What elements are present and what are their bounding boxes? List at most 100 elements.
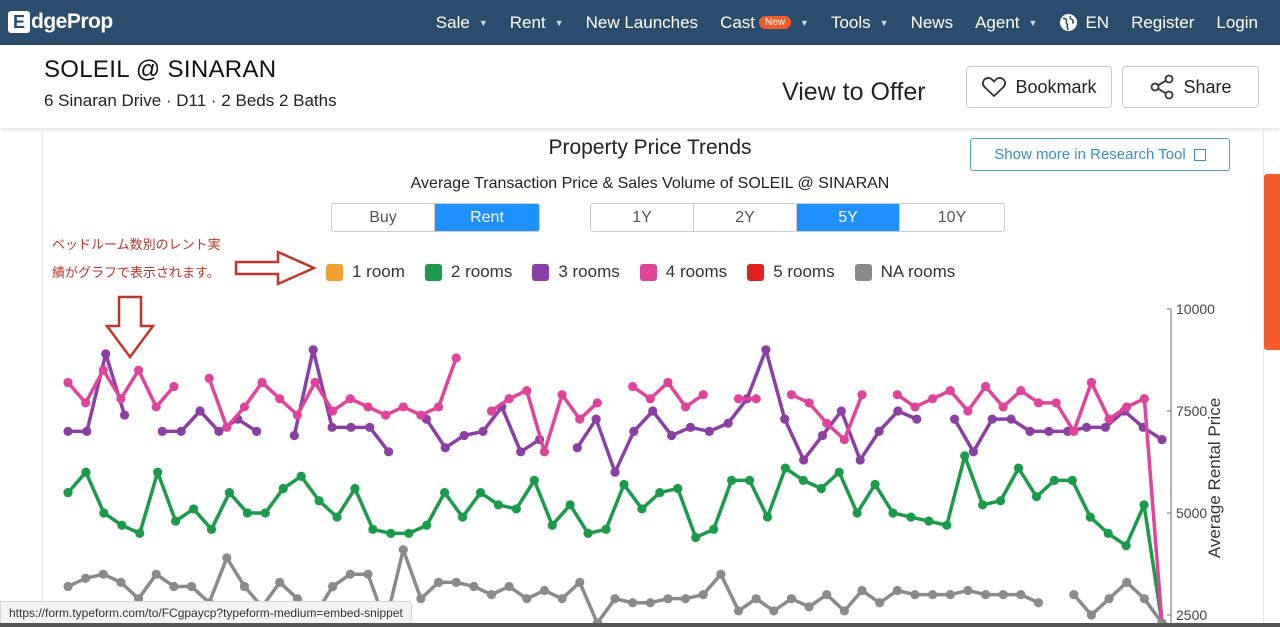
data-point [386,528,396,539]
data-point [1122,402,1132,412]
data-point [733,606,744,616]
data-point [1086,610,1097,620]
login-link[interactable]: Login [1216,12,1258,32]
listing-title: SOLEIL @ SINARAN [44,56,277,83]
data-point [637,504,647,514]
legend-swatch [424,263,442,281]
feedback-side-tab[interactable] [1264,174,1280,350]
data-point [1081,422,1092,432]
language-selector[interactable]: EN [1059,13,1109,33]
data-point [645,394,655,404]
nav-news[interactable]: News [911,13,954,33]
data-point [504,394,514,404]
tab-5y[interactable]: 5Y [797,204,900,231]
tab-10y[interactable]: 10Y [937,208,967,226]
data-point [804,602,814,612]
data-point [610,594,620,604]
data-point [888,508,898,518]
data-point [82,426,92,436]
data-point [963,585,973,596]
share-label: Share [1183,76,1232,97]
external-link-icon [1193,148,1206,161]
data-point [451,577,461,587]
legend-item-4-rooms[interactable]: 4 rooms [639,262,727,282]
tab-rent[interactable]: Rent [435,204,539,231]
data-point [575,414,585,424]
legend-label: NA rooms [880,262,956,281]
data-point [363,402,373,412]
nav-agent[interactable]: Agent ▼ [975,13,1037,33]
data-point [153,467,163,477]
annotation-line-2: 績がグラフで表示されます。 [52,265,220,280]
legend-item-3-rooms[interactable]: 3 rooms [532,262,620,282]
data-point [511,504,521,514]
data-point [98,569,108,579]
legend-item-5-rooms[interactable]: 5 rooms [747,262,835,282]
nav-rent[interactable]: Rent ▼ [510,13,564,33]
data-point [117,520,127,530]
data-point [328,581,338,592]
main-nav: Sale ▼ Rent ▼ New Launches Cast New ▼ Tools ▼… [436,0,1280,45]
data-point [275,577,285,587]
data-point [457,512,468,522]
data-point [257,377,267,388]
legend-label: 2 rooms [450,262,513,281]
heart-icon [982,77,1007,98]
y-tick-label: 10000 [1176,301,1215,317]
data-point [206,524,217,534]
register-link[interactable]: Register [1131,12,1195,32]
data-point [416,410,426,420]
annotation-line-1: ベッドルーム数別のレント実 [52,237,221,252]
tab-buy[interactable]: Buy [332,204,435,231]
data-point [350,483,360,494]
data-point [116,394,126,404]
data-point [171,516,181,526]
research-tool-button[interactable]: Show more in Research Tool [970,138,1230,171]
series-line [896,380,1164,624]
data-point [592,398,602,408]
y-tick-label: 2500 [1176,607,1207,623]
data-point [504,581,514,592]
tab-2y[interactable]: 2Y [694,204,797,231]
data-point [478,426,488,436]
legend-item-na-rooms[interactable]: NA rooms [854,262,956,282]
globe-icon [1060,13,1078,32]
data-point [101,349,111,359]
legend-item-1-room[interactable]: 1 room [326,262,405,282]
data-point [81,467,91,477]
data-point [516,447,526,457]
data-point [874,426,884,436]
data-point [698,590,708,600]
data-point [685,422,696,432]
data-point [169,381,179,392]
data-point [63,426,73,436]
series-line [953,409,1163,454]
data-point [557,594,567,604]
data-point [328,406,338,416]
data-point [469,581,479,592]
new-badge: New [759,16,792,29]
data-point [751,594,761,604]
nav-cast[interactable]: Cast New ▼ [720,13,809,33]
tab-1y[interactable]: 1Y [591,204,694,231]
data-point [440,443,450,453]
data-point [332,512,342,522]
data-point [204,373,214,383]
bookmark-button[interactable]: Bookmark [966,66,1112,108]
data-point [98,365,108,375]
data-point [384,447,394,457]
data-point [186,581,197,592]
y-tick-label: 5000 [1176,505,1207,521]
data-point [723,418,733,428]
series-lines [63,345,1167,627]
nav-tools[interactable]: Tools ▼ [831,13,889,33]
nav-new-launches[interactable]: New Launches [586,13,698,33]
legend-item-2-rooms[interactable]: 2 rooms [424,262,513,282]
data-point [133,365,144,375]
share-button[interactable]: Share [1122,66,1259,108]
nav-sale[interactable]: Sale ▼ [436,13,488,33]
data-point [493,500,504,510]
data-point [119,410,130,420]
edgeprop-logo[interactable]: E dgeProp [8,6,113,38]
data-point [398,402,408,412]
